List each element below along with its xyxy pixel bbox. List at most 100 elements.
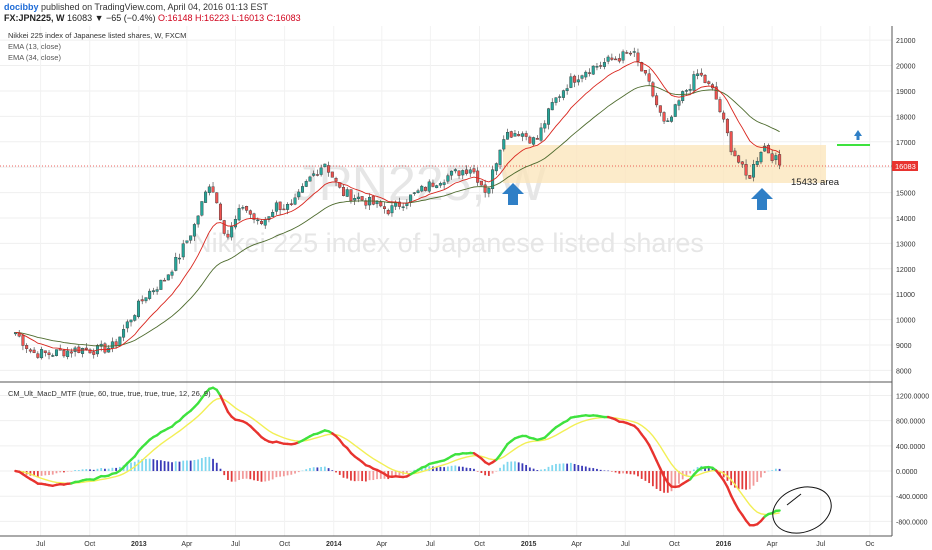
candle (539, 127, 543, 141)
candle (554, 97, 558, 103)
candle (506, 131, 510, 140)
histogram-bar (528, 467, 531, 472)
histogram-bar (63, 471, 65, 473)
candle (297, 191, 301, 198)
histogram-bar (771, 470, 774, 472)
histogram-bar (678, 471, 680, 484)
ema13-line (15, 61, 780, 352)
candle (629, 52, 633, 55)
candle (755, 160, 759, 165)
candle (752, 164, 756, 178)
candle (54, 349, 58, 356)
price-tag-text: 16083 (895, 162, 916, 171)
candle (617, 58, 621, 62)
candle (304, 181, 308, 187)
main-pane-title: Nikkei 225 index of Japanese listed shar… (8, 31, 186, 40)
candle (133, 315, 137, 321)
histogram-bar (525, 464, 528, 472)
histogram-bar (584, 466, 587, 472)
price-tick-label: 10000 (896, 318, 916, 325)
histogram-bar (104, 468, 106, 472)
candle (576, 79, 580, 83)
histogram-bar (391, 471, 393, 478)
histogram-bar (748, 471, 751, 490)
histogram-bar (174, 461, 177, 472)
histogram-bar (756, 471, 759, 482)
candle (353, 197, 357, 201)
candle (763, 145, 767, 152)
histogram-bar (622, 471, 624, 474)
histogram-bar (316, 467, 319, 472)
indicator-axis[interactable]: 1200.0000 800.0000 400.0000 0.0000 -400.0000… (896, 393, 929, 526)
candle (651, 82, 655, 97)
time-tick-label: Oct (474, 541, 485, 548)
price-tick-label: 8000 (896, 368, 912, 375)
candle (349, 189, 353, 202)
histogram-bar (551, 465, 554, 472)
histogram-bar (420, 467, 423, 472)
candle (185, 240, 189, 243)
candle (468, 169, 472, 174)
histogram-bar (655, 471, 658, 489)
candle (144, 297, 148, 302)
price-tick-label: 17000 (896, 140, 916, 147)
candle (498, 149, 502, 165)
histogram-bar (767, 470, 770, 472)
histogram-bar (394, 471, 397, 476)
price-tick-label: 18000 (896, 114, 916, 121)
candle (92, 351, 96, 355)
macd-segment (733, 501, 740, 511)
candle (714, 86, 718, 100)
histogram-bar (607, 470, 610, 472)
candle (312, 173, 316, 176)
candle (319, 167, 323, 175)
histogram-bar (212, 458, 214, 472)
histogram-bar (74, 470, 77, 472)
histogram-bar (469, 468, 472, 472)
candle (446, 175, 450, 182)
candle (390, 205, 394, 214)
histogram-bar (301, 470, 304, 472)
histogram-bar (335, 471, 337, 473)
candle (424, 186, 427, 191)
candle (293, 197, 297, 205)
candle (13, 332, 17, 335)
candle (230, 226, 234, 238)
area-label: 15433 area (791, 177, 840, 188)
candle (129, 319, 133, 323)
time-axis[interactable]: Jul Oct 2013 Apr Jul Oct 2014 Apr Jul Oct 2015 Apr J… (36, 541, 875, 548)
histogram-bar (66, 471, 69, 472)
histogram-bar (323, 466, 326, 472)
candle (166, 274, 170, 281)
candle (110, 341, 114, 349)
candle (450, 170, 454, 176)
histogram-bar (640, 471, 643, 479)
watermark-description: Nikkei 225 index of Japanese listed shar… (192, 228, 704, 258)
histogram-bar (409, 471, 412, 472)
candle (118, 336, 122, 347)
histogram-bar (96, 468, 99, 472)
histogram-bar (40, 471, 43, 476)
chart-header: docibby published on TradingView.com, Ap… (0, 0, 932, 26)
candle (159, 279, 163, 290)
price-change: 16083 ▼ −65 (−0.4%) (67, 13, 156, 23)
candle (595, 66, 599, 68)
histogram-bar (473, 468, 475, 472)
price-tick-label: 20000 (896, 64, 916, 71)
candle (32, 349, 36, 353)
candle (189, 235, 193, 241)
histogram-bar (692, 469, 695, 472)
symbol-line: FX:JPN225, W 16083 ▼ −65 (−0.4%) O:16148… (4, 13, 301, 23)
histogram-bar (476, 471, 479, 472)
candle (148, 290, 152, 299)
candle (170, 271, 174, 276)
histogram-bar (659, 471, 662, 492)
histogram-bar (592, 468, 595, 472)
histogram-bar (227, 471, 229, 480)
histogram-bar (689, 471, 692, 474)
price-axis[interactable]: 8000 9000 10000 11000 12000 13000 14000 15000 16… (896, 38, 916, 375)
macd-segment (655, 459, 662, 470)
candle (748, 175, 752, 179)
author-link[interactable]: docibby (4, 2, 39, 12)
